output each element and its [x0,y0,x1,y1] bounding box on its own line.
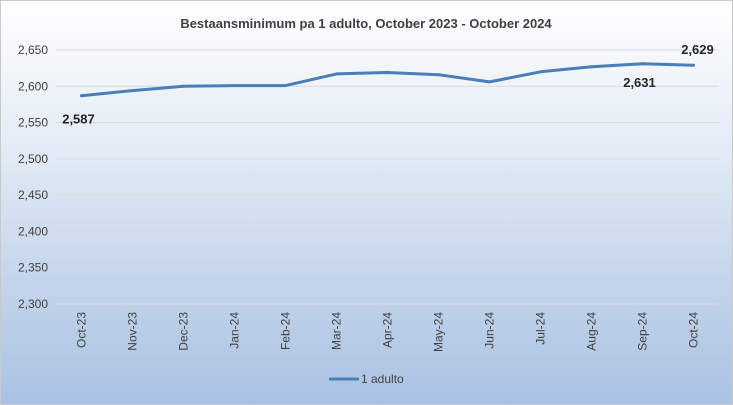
y-tick-label: 2,600 [18,79,48,93]
data-point [692,63,695,67]
y-tick-label: 2,300 [18,297,48,311]
x-tick-label: Mar-24 [330,312,344,350]
data-point [590,65,593,69]
chart-title: Bestaansminimum pa 1 adulto, October 202… [180,16,552,31]
data-point [335,72,338,76]
x-tick-label: Apr-24 [381,312,395,348]
x-tick-label: Jun-24 [483,312,497,349]
x-axis-ticks: Oct-23 Nov-23 Dec-23 Jan-24 Feb-24 Mar-24 Apr-… [75,312,701,352]
y-tick-label: 2,400 [18,224,48,238]
x-tick-label: Oct-23 [75,312,89,348]
y-tick-label: 2,350 [18,261,48,275]
y-tick-label: 2,550 [18,116,48,130]
data-labels: 2,587 2,631 2,629 [62,42,714,126]
data-point [539,70,542,74]
x-tick-label: Dec-23 [177,312,191,351]
x-tick-label: Oct-24 [687,312,701,348]
data-point [386,70,389,74]
y-axis-ticks: 2,300 2,350 2,400 2,450 2,500 2,550 2,600 2,650 [18,43,48,311]
data-label: 2,587 [62,112,95,127]
data-point [131,89,134,93]
x-tick-label: Jul-24 [534,312,548,345]
data-point [641,62,644,66]
y-tick-label: 2,650 [18,43,48,57]
x-tick-label: Jan-24 [228,312,242,349]
data-point [233,84,236,88]
legend: 1 adulto [329,372,404,386]
data-point [80,94,83,98]
data-point [488,80,491,84]
series-line-1-adulto [80,62,695,98]
x-tick-label: May-24 [432,312,446,352]
x-tick-label: Sep-24 [636,312,650,351]
data-label: 2,629 [681,42,714,57]
series-lines [80,62,695,98]
data-point [284,84,287,88]
legend-label-1-adulto: 1 adulto [361,372,404,386]
y-tick-label: 2,450 [18,188,48,202]
x-tick-label: Aug-24 [585,312,599,351]
y-tick-label: 2,500 [18,152,48,166]
x-tick-label: Nov-23 [126,312,140,351]
data-label: 2,631 [623,75,656,90]
x-tick-label: Feb-24 [279,312,293,350]
data-point [182,84,185,88]
data-point [437,73,440,77]
